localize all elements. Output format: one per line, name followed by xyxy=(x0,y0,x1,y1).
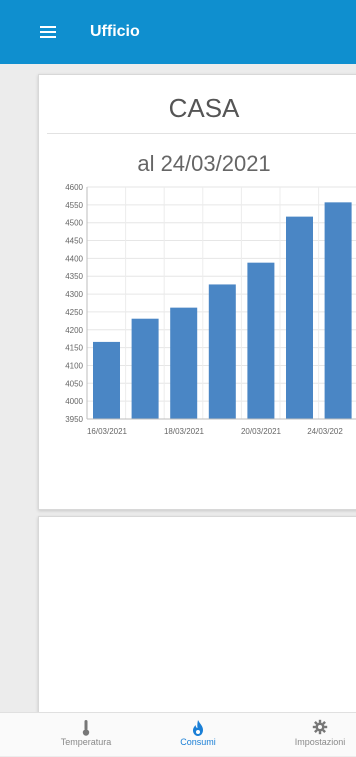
flame-icon xyxy=(168,713,228,736)
y-tick-label: 4350 xyxy=(65,272,83,281)
card-divider xyxy=(47,133,356,134)
empty-card xyxy=(38,516,356,716)
y-tick-label: 3950 xyxy=(65,415,83,424)
date-label: al 24/03/2021 xyxy=(137,151,271,176)
thermometer-icon xyxy=(50,713,122,736)
nav-item-temperatura[interactable]: Temperatura xyxy=(50,713,122,757)
app-title: Ufficio xyxy=(90,23,140,40)
x-tick-label: 18/03/2021 xyxy=(164,427,205,436)
y-tick-label: 4000 xyxy=(65,397,83,406)
y-tick-label: 4100 xyxy=(65,361,83,370)
bar xyxy=(247,262,275,419)
y-tick-label: 4600 xyxy=(65,183,83,192)
gear-icon xyxy=(284,713,356,735)
y-tick-label: 4500 xyxy=(65,219,83,228)
bar xyxy=(208,284,236,419)
nav-label-impostazioni: Impostazioni xyxy=(294,737,346,747)
nav-item-consumi[interactable]: Consumi xyxy=(168,713,228,757)
y-tick-label: 4050 xyxy=(65,379,83,388)
bottom-navigation: Temperatura Consumi Impostazioni xyxy=(0,712,356,756)
nav-label-temperatura: Temperatura xyxy=(60,737,112,747)
hamburger-menu-icon[interactable] xyxy=(40,26,56,38)
app-bar: Ufficio xyxy=(0,0,356,64)
card-title: CASA xyxy=(168,93,240,123)
bar xyxy=(93,341,120,419)
x-tick-label: 20/03/2021 xyxy=(241,427,282,436)
x-tick-label: 24/03/202 xyxy=(307,427,343,436)
x-tick-label: 16/03/2021 xyxy=(87,427,128,436)
nav-item-impostazioni[interactable]: Impostazioni xyxy=(284,713,356,757)
y-tick-label: 4550 xyxy=(65,201,83,210)
bar xyxy=(170,307,198,419)
bar-chart: 3950 4000 4050 4100 4150 4200 4250 4300 4350 4400… xyxy=(65,183,356,436)
y-tick-label: 4450 xyxy=(65,237,83,246)
bar xyxy=(131,318,159,419)
y-tick-label: 4300 xyxy=(65,290,83,299)
bar xyxy=(286,216,313,419)
y-tick-label: 4150 xyxy=(65,344,83,353)
y-tick-label: 4400 xyxy=(65,254,83,263)
bar xyxy=(324,202,352,419)
y-tick-label: 4250 xyxy=(65,308,83,317)
consumption-card: CASA al 24/03/2021 3950 4000 4050 4100 4150 4… xyxy=(38,74,356,510)
y-tick-label: 4200 xyxy=(65,326,83,335)
nav-label-consumi: Consumi xyxy=(180,737,216,747)
